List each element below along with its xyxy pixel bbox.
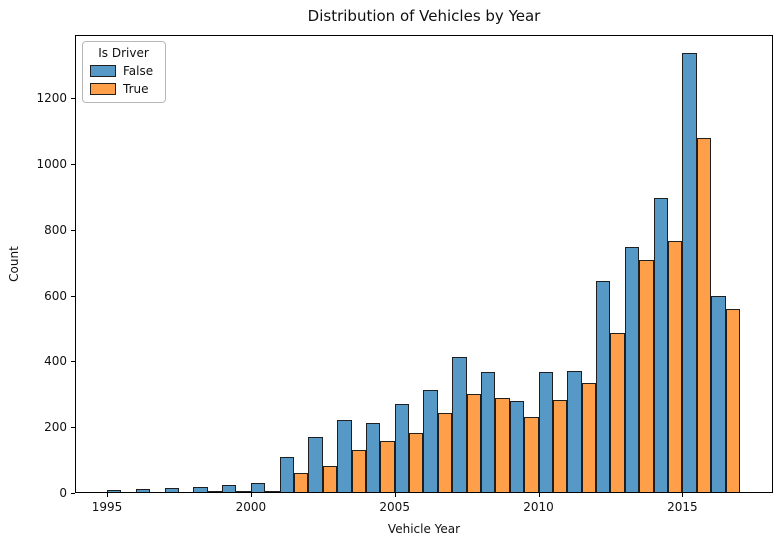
legend-entry-true: True [90, 82, 157, 96]
bar-false-2009 [509, 400, 525, 492]
bar-false-1995 [107, 490, 122, 492]
legend-entry-false: False [90, 64, 157, 78]
bar-false-2011 [567, 370, 582, 492]
legend-swatch-false-icon [90, 65, 116, 77]
x-tick-label-2010: 2010 [523, 500, 554, 514]
y-tick-label-1000: 1000 [36, 156, 67, 171]
bar-true-2011 [581, 383, 597, 492]
x-axis-label: Vehicle Year [387, 522, 461, 536]
legend: Is Driver False True [82, 41, 166, 103]
x-tick-1995 [107, 493, 108, 497]
bar-true-2016 [725, 309, 740, 492]
y-axis-label: Count [7, 246, 21, 282]
bar-true-2015 [696, 137, 712, 492]
bar-true-2013 [639, 260, 654, 492]
bar-true-2007 [466, 394, 481, 492]
bar-false-1997 [164, 488, 179, 492]
bar-false-2010 [538, 372, 553, 492]
bar-true-2001 [294, 472, 309, 492]
y-tick-label-0: 0 [59, 486, 67, 500]
bar-true-2003 [351, 449, 366, 492]
legend-title: Is Driver [98, 46, 149, 60]
y-tick-label-1200: 1200 [36, 91, 67, 106]
bar-true-2012 [610, 333, 625, 492]
x-tick-2005 [394, 493, 396, 497]
bar-false-2004 [365, 423, 381, 492]
bar-false-1999 [222, 485, 237, 492]
bar-false-2007 [452, 356, 467, 492]
bar-false-1996 [135, 488, 151, 492]
bar-false-1998 [193, 487, 208, 492]
legend-label-true: True [123, 82, 149, 96]
bar-true-2008 [495, 397, 510, 492]
bar-true-2010 [552, 400, 568, 492]
x-tick-label-2000: 2000 [235, 500, 267, 514]
bar-true-2000 [265, 491, 280, 492]
plot-area [75, 35, 773, 493]
chart-title: Distribution of Vehicles by Year [307, 7, 541, 25]
legend-swatch-true-icon [90, 83, 116, 95]
y-tick-0 [71, 493, 75, 494]
bar-false-2015 [682, 53, 697, 492]
bar-false-2012 [596, 281, 611, 492]
x-tick-2015 [682, 493, 684, 497]
y-tick-label-800: 800 [44, 222, 67, 237]
x-tick-2010 [538, 493, 540, 497]
bar-false-2013 [624, 246, 640, 492]
bar-true-2009 [524, 416, 539, 492]
y-tick-1000 [71, 163, 75, 165]
x-tick-2000 [250, 493, 252, 497]
y-tick-800 [71, 229, 75, 231]
bar-false-2014 [653, 198, 668, 492]
bar-false-2016 [711, 295, 726, 492]
bar-false-2008 [481, 371, 496, 492]
bar-false-2005 [394, 403, 410, 492]
bar-true-2005 [409, 433, 424, 492]
y-tick-label-400: 400 [44, 354, 67, 369]
bar-true-2014 [668, 240, 683, 492]
y-tick-200 [71, 427, 75, 429]
x-tick-label-2005: 2005 [379, 500, 410, 514]
bar-false-2002 [308, 437, 323, 492]
bar-true-2006 [437, 413, 453, 492]
bar-false-2001 [279, 456, 294, 492]
x-tick-label-1995: 1995 [91, 500, 123, 514]
y-tick-label-600: 600 [44, 288, 67, 303]
x-tick-label-2015: 2015 [667, 500, 698, 514]
y-tick-1200 [71, 98, 75, 100]
bar-false-2003 [337, 419, 352, 492]
y-tick-600 [71, 295, 75, 297]
bar-true-1999 [236, 491, 251, 493]
legend-label-false: False [123, 64, 154, 78]
y-tick-label-200: 200 [44, 420, 67, 435]
bar-true-2002 [322, 465, 338, 492]
bar-false-2000 [250, 482, 266, 492]
bar-true-1998 [207, 491, 223, 493]
bar-true-2004 [380, 441, 395, 492]
bar-false-2006 [423, 390, 438, 492]
y-tick-400 [71, 361, 75, 363]
